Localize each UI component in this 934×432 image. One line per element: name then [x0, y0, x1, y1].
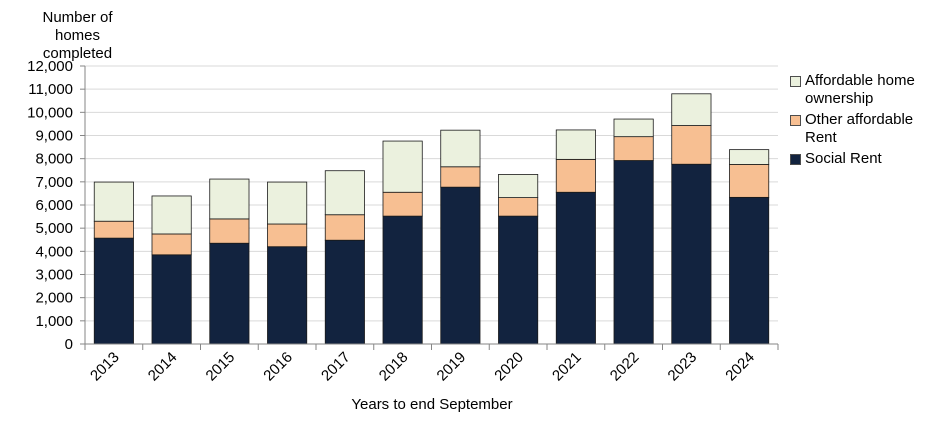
bar-social-rent-2020 [498, 215, 539, 345]
bar-social-rent-2023 [671, 163, 712, 345]
y-tick-label: 2,000 [35, 290, 73, 307]
y-tick-label: 3,000 [35, 267, 73, 284]
x-tick-label: 2022 [607, 349, 643, 385]
bar-other-affordable-rent-2013 [93, 220, 134, 239]
legend-swatch-affordable-home-ownership [790, 76, 801, 87]
x-axis-title: Years to end September [351, 396, 513, 413]
bar-social-rent-2014 [151, 254, 192, 345]
bar-social-rent-2019 [440, 186, 481, 345]
bar-social-rent-2016 [267, 246, 308, 345]
y-tick-label: 10,000 [27, 104, 73, 121]
bar-affordable-home-ownership-2018 [382, 140, 423, 193]
y-tick-label: 5,000 [35, 220, 73, 237]
bar-other-affordable-rent-2023 [671, 125, 712, 165]
bar-affordable-home-ownership-2019 [440, 129, 481, 168]
bar-affordable-home-ownership-2014 [151, 195, 192, 235]
y-tick-label: 11,000 [28, 81, 73, 98]
bar-social-rent-2024 [729, 196, 770, 345]
bar-social-rent-2022 [613, 160, 654, 345]
bar-other-affordable-rent-2014 [151, 233, 192, 256]
bar-affordable-home-ownership-2024 [729, 149, 770, 165]
bar-affordable-home-ownership-2020 [498, 174, 539, 198]
bar-affordable-home-ownership-2015 [209, 178, 250, 220]
y-axis-title: Number of homes completed [42, 9, 113, 62]
bar-other-affordable-rent-2024 [729, 164, 770, 198]
bar-social-rent-2013 [93, 237, 134, 345]
x-tick-label: 2017 [318, 349, 354, 385]
y-tick-label: 0 [65, 336, 73, 353]
bar-other-affordable-rent-2015 [209, 218, 250, 244]
y-tick-label: 8,000 [35, 151, 73, 168]
bar-other-affordable-rent-2018 [382, 191, 423, 217]
bar-social-rent-2017 [324, 239, 365, 345]
x-tick-label: 2018 [376, 349, 412, 385]
bar-affordable-home-ownership-2013 [93, 181, 134, 222]
legend-label-affordable-home-ownership: Affordable home ownership [805, 72, 915, 107]
legend-swatch-other-affordable-rent [790, 115, 801, 126]
x-tick-label: 2016 [260, 349, 296, 385]
bar-other-affordable-rent-2019 [440, 166, 481, 188]
legend-swatch-social-rent [790, 154, 801, 165]
y-tick-label: 4,000 [35, 243, 73, 260]
legend-item-social-rent: Social Rent [790, 150, 930, 168]
bar-social-rent-2015 [209, 242, 250, 345]
x-tick-label: 2023 [665, 349, 701, 385]
bar-affordable-home-ownership-2021 [555, 129, 596, 160]
bar-other-affordable-rent-2021 [555, 158, 596, 193]
y-tick-label: 9,000 [35, 128, 73, 145]
x-tick-label: 2019 [434, 349, 470, 385]
bar-other-affordable-rent-2016 [267, 223, 308, 248]
y-tick-label: 12,000 [27, 58, 73, 75]
bar-other-affordable-rent-2022 [613, 136, 654, 161]
legend-item-affordable-home-ownership: Affordable home ownership [790, 72, 930, 108]
bar-affordable-home-ownership-2022 [613, 118, 654, 138]
bar-other-affordable-rent-2020 [498, 197, 539, 217]
x-tick-label: 2020 [491, 349, 527, 385]
x-tick-label: 2021 [549, 349, 585, 385]
legend-label-other-affordable-rent: Other affordable Rent [805, 111, 914, 146]
legend-item-other-affordable-rent: Other affordable Rent [790, 111, 930, 147]
y-tick-label: 6,000 [35, 197, 73, 214]
bar-social-rent-2021 [555, 191, 596, 345]
bar-affordable-home-ownership-2017 [324, 170, 365, 216]
y-tick-label: 7,000 [35, 174, 73, 191]
x-tick-label: 2013 [87, 349, 123, 385]
x-tick-label: 2024 [722, 349, 758, 385]
bar-affordable-home-ownership-2016 [267, 181, 308, 225]
bar-affordable-home-ownership-2023 [671, 93, 712, 126]
bar-other-affordable-rent-2017 [324, 214, 365, 241]
legend-label-social-rent: Social Rent [805, 150, 882, 167]
bar-social-rent-2018 [382, 215, 423, 345]
legend: Affordable home ownership Other affordab… [790, 72, 930, 171]
x-tick-label: 2015 [203, 349, 239, 385]
y-tick-label: 1,000 [35, 313, 73, 330]
x-tick-label: 2014 [145, 349, 181, 385]
